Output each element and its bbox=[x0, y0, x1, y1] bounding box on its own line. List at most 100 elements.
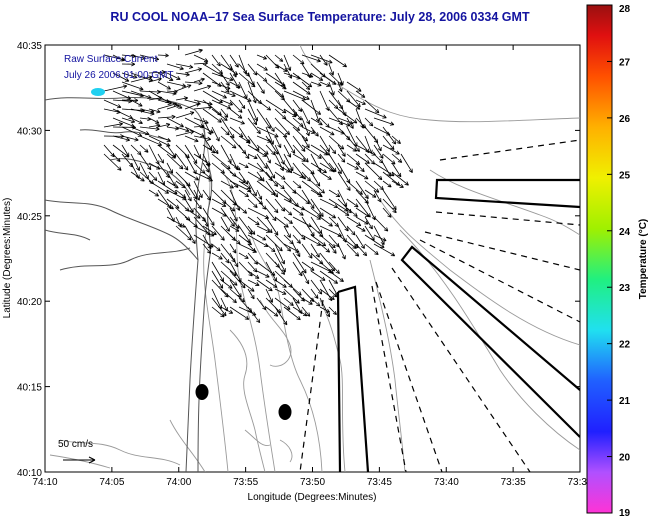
current-vector bbox=[310, 54, 333, 64]
current-vector bbox=[238, 180, 252, 190]
current-vector bbox=[301, 306, 311, 317]
current-vector bbox=[166, 198, 180, 209]
current-vector bbox=[193, 189, 200, 201]
current-vector bbox=[175, 189, 187, 199]
current-vector bbox=[328, 54, 347, 68]
current-vector bbox=[283, 63, 292, 79]
current-vector bbox=[364, 117, 374, 127]
current-vector bbox=[301, 261, 315, 271]
current-vector bbox=[220, 108, 229, 118]
current-vector bbox=[247, 306, 261, 324]
current-vector bbox=[148, 117, 160, 124]
current-vector bbox=[274, 153, 284, 172]
current-vector bbox=[274, 216, 289, 228]
current-vector bbox=[328, 144, 337, 155]
current-vector bbox=[193, 135, 212, 141]
current-vector bbox=[373, 225, 385, 246]
current-vector bbox=[121, 117, 136, 124]
current-vector bbox=[229, 198, 248, 214]
current-vector bbox=[193, 198, 202, 210]
current-vector bbox=[247, 108, 258, 126]
current-vector bbox=[130, 75, 153, 83]
current-vectors bbox=[103, 48, 413, 326]
current-vector bbox=[202, 234, 212, 250]
current-vector bbox=[328, 261, 340, 274]
current-vector bbox=[157, 122, 171, 128]
colorbar-tick-label: 19 bbox=[619, 508, 631, 518]
current-vector bbox=[328, 189, 341, 198]
current-vector bbox=[175, 63, 194, 69]
current-vector bbox=[274, 243, 285, 265]
current-vector bbox=[265, 153, 271, 164]
current-vector bbox=[346, 225, 356, 236]
current-vector bbox=[292, 90, 310, 100]
current-vector bbox=[157, 135, 171, 142]
current-vector bbox=[121, 61, 136, 67]
current-vector bbox=[211, 90, 227, 99]
current-vector bbox=[292, 108, 302, 121]
current-vector bbox=[355, 171, 369, 180]
current-vector bbox=[166, 144, 177, 158]
colorbar-tick-label: 25 bbox=[619, 170, 631, 181]
current-vector bbox=[301, 54, 321, 63]
current-vector bbox=[373, 153, 384, 164]
current-vector bbox=[166, 180, 179, 189]
current-vector bbox=[355, 243, 368, 257]
current-vector bbox=[238, 135, 251, 144]
current-vector bbox=[229, 63, 237, 78]
current-vector bbox=[238, 99, 246, 109]
current-vector bbox=[247, 270, 260, 279]
current-vector bbox=[346, 216, 362, 227]
x-tick-label: 73:45 bbox=[367, 477, 392, 488]
current-vector bbox=[319, 207, 337, 219]
current-vector bbox=[193, 84, 212, 92]
current-vector bbox=[382, 207, 392, 218]
current-vector bbox=[112, 90, 132, 100]
colorbar-tick-label: 27 bbox=[619, 57, 631, 68]
current-vector bbox=[391, 162, 402, 178]
current-vector bbox=[382, 126, 397, 145]
current-vector bbox=[193, 180, 203, 199]
current-vector bbox=[274, 279, 287, 288]
current-vector bbox=[391, 153, 403, 163]
colorbar-label: Temperature (°C) bbox=[638, 219, 649, 300]
current-vector bbox=[310, 81, 322, 87]
current-vector bbox=[265, 234, 283, 252]
current-vector bbox=[220, 99, 234, 106]
current-vector bbox=[274, 288, 287, 295]
current-vector bbox=[220, 63, 239, 75]
shipping-lanes bbox=[336, 178, 580, 472]
current-vector bbox=[220, 90, 236, 97]
current-vector bbox=[130, 54, 146, 60]
current-vector bbox=[310, 297, 321, 307]
current-vector bbox=[337, 153, 346, 163]
current-vector bbox=[301, 234, 321, 246]
mooring-marker-west bbox=[195, 384, 209, 400]
current-vector bbox=[121, 72, 138, 79]
dashed-fan-lines bbox=[299, 139, 580, 472]
current-vector bbox=[220, 117, 235, 139]
current-vector bbox=[337, 144, 346, 157]
current-vector bbox=[265, 198, 279, 214]
current-vector bbox=[247, 135, 260, 152]
current-vector bbox=[175, 111, 195, 119]
current-vector bbox=[337, 72, 344, 86]
current-vector bbox=[193, 105, 213, 110]
current-vector bbox=[265, 180, 279, 198]
current-vector bbox=[274, 135, 282, 149]
current-vector bbox=[184, 48, 203, 56]
current-vector bbox=[256, 198, 267, 210]
current-vector bbox=[283, 225, 291, 238]
current-vector bbox=[229, 225, 240, 232]
x-tick-label: 74:10 bbox=[32, 477, 57, 488]
current-vector bbox=[310, 189, 323, 198]
current-vector bbox=[238, 162, 249, 169]
current-vector bbox=[220, 252, 230, 264]
current-vector bbox=[157, 81, 171, 90]
current-vector bbox=[346, 198, 359, 208]
current-vector bbox=[301, 270, 310, 285]
current-vector bbox=[211, 108, 228, 121]
current-vector bbox=[175, 153, 189, 171]
current-vector bbox=[256, 189, 263, 200]
current-vector bbox=[256, 225, 271, 233]
